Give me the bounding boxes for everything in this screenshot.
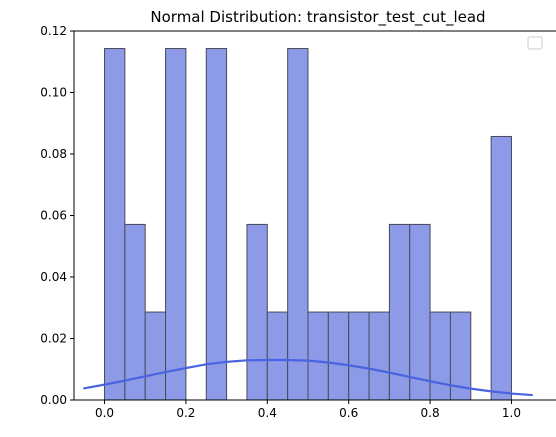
x-tick-label: 0.2 xyxy=(176,406,195,420)
histogram-bar xyxy=(327,311,350,401)
histogram-bar xyxy=(490,135,512,401)
y-tick-label: 0.08 xyxy=(40,147,67,161)
x-tick-label: 0.4 xyxy=(258,406,277,420)
x-tick-label: 0.8 xyxy=(421,406,440,420)
x-tick-label: 0.6 xyxy=(339,406,358,420)
histogram-bar xyxy=(368,311,390,401)
y-tick-label: 0.04 xyxy=(40,270,67,284)
x-tick-label: 0.0 xyxy=(95,406,114,420)
histogram-bar xyxy=(287,48,309,401)
histogram-bar xyxy=(144,311,167,401)
histogram-bar xyxy=(266,311,289,401)
histogram-bar xyxy=(205,48,228,401)
histogram-bar xyxy=(429,311,451,401)
histogram-bar xyxy=(307,311,329,401)
histogram-bar xyxy=(104,48,126,401)
y-tick-label: 0.06 xyxy=(40,209,67,223)
histogram-bar xyxy=(165,48,187,401)
histogram-bar xyxy=(124,223,146,401)
legend-box xyxy=(527,36,543,50)
y-tick-label: 0.02 xyxy=(40,332,67,346)
density-curve xyxy=(83,358,533,397)
chart-title: Normal Distribution: transistor_test_cut… xyxy=(150,8,485,27)
histogram-bar xyxy=(246,223,268,401)
y-tick-label: 0.10 xyxy=(40,86,67,100)
histogram-bar xyxy=(409,223,431,401)
y-tick-label: 0.12 xyxy=(40,24,67,38)
histogram-bar xyxy=(348,311,370,401)
x-tick-label: 1.0 xyxy=(502,406,521,420)
y-tick-label: 0.00 xyxy=(40,393,67,407)
